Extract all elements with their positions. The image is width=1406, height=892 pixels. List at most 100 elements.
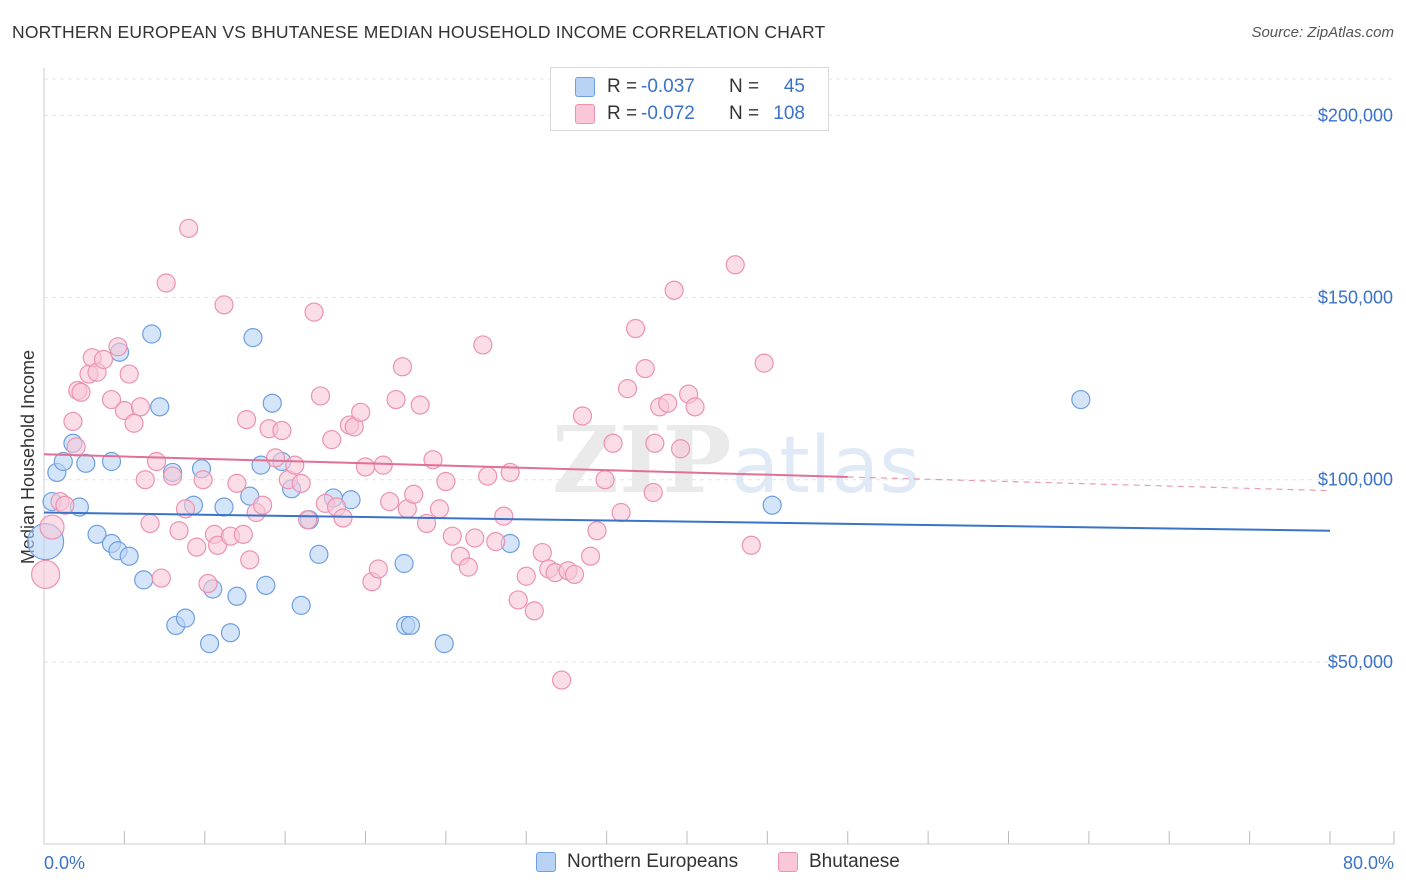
bhutanese-point — [380, 491, 400, 512]
bhutanese-point — [685, 397, 705, 417]
bhutanese-point — [253, 495, 273, 515]
bhutanese-point — [386, 389, 406, 410]
bhutanese-point — [500, 462, 520, 483]
bhutanese-point — [71, 382, 91, 402]
bhutanese-point — [163, 466, 183, 486]
northern-europeans-point — [214, 497, 234, 517]
bhutanese-point — [611, 502, 631, 523]
bhutanese-point — [465, 528, 485, 548]
northern-europeans-point — [227, 586, 247, 606]
bhutanese-point — [31, 559, 61, 590]
bhutanese-point — [135, 470, 155, 490]
bhutanese-point — [351, 402, 371, 422]
x-tick-label: 0.0% — [44, 853, 85, 873]
bhutanese-point — [322, 430, 342, 450]
bhutanese-point — [108, 337, 128, 357]
bhutanese-point — [410, 395, 430, 415]
bhutanese-point — [670, 439, 691, 459]
bhutanese-point — [368, 559, 388, 579]
legend-r-label: R = — [607, 103, 638, 124]
y-tick-label: $200,000 — [1318, 105, 1393, 125]
bhutanese-point — [392, 357, 413, 377]
bhutanese-point — [285, 455, 305, 475]
bhutanese-point — [617, 379, 638, 399]
bhutanese-point — [494, 506, 514, 526]
bhutanese-point — [93, 349, 114, 370]
bottom-legend-bhutanese: Bhutanese — [778, 851, 900, 873]
northern-europeans-point — [434, 634, 454, 654]
bhutanese-point — [333, 508, 353, 528]
bhutanese-point — [179, 218, 199, 238]
watermark: ZIPatlas — [552, 406, 920, 514]
bhutanese-point — [564, 564, 585, 585]
bhutanese-point — [233, 524, 253, 544]
trend-line — [43, 453, 848, 478]
bhutanese-point — [236, 410, 257, 430]
northern-europeans-point — [220, 623, 241, 643]
bhutanese-point — [587, 521, 607, 541]
legend-n-label: N = — [729, 76, 760, 97]
bhutanese-point — [473, 335, 493, 355]
bhutanese-point — [524, 601, 544, 621]
y-tick-label: $50,000 — [1328, 652, 1393, 672]
bhutanese-point — [458, 557, 478, 577]
bhutanese-point — [227, 473, 247, 493]
bhutanese-point — [240, 550, 260, 570]
bhutanese-point — [664, 280, 684, 300]
bottom-legend-swatch-pink — [778, 852, 798, 872]
bhutanese-point — [355, 457, 376, 477]
northern-europeans-point — [119, 546, 139, 566]
bhutanese-point — [478, 466, 498, 486]
legend-swatch-blue — [575, 77, 595, 97]
northern-europeans-point — [309, 544, 329, 564]
trend-line-extension — [847, 476, 1331, 492]
bhutanese-point — [580, 546, 601, 566]
legend-row-northern-europeans: R = -0.037 N = 45 — [575, 75, 805, 99]
y-tick-label: $150,000 — [1318, 288, 1393, 308]
bhutanese-point — [265, 448, 286, 468]
bhutanese-point — [552, 670, 572, 690]
bhutanese-point — [39, 514, 65, 540]
bhutanese-point — [595, 470, 615, 490]
northern-europeans-point — [134, 570, 154, 590]
bhutanese-point — [175, 499, 196, 519]
bhutanese-point — [516, 566, 536, 586]
bhutanese-point — [298, 510, 318, 530]
bottom-legend-swatch-blue — [536, 852, 556, 872]
bhutanese-point — [156, 273, 176, 293]
chart-title: NORTHERN EUROPEAN VS BHUTANESE MEDIAN HO… — [12, 22, 826, 42]
y-tick-label: $100,000 — [1318, 470, 1393, 490]
trend-line — [43, 511, 1331, 532]
legend-r-value: -0.037 — [641, 76, 695, 97]
bhutanese-point — [193, 470, 213, 490]
bhutanese-point — [119, 364, 139, 384]
bhutanese-point — [658, 393, 678, 413]
bhutanese-point — [635, 359, 655, 379]
bhutanese-point — [373, 455, 393, 475]
legend-row-bhutanese: R = -0.072 N = 108 — [575, 102, 805, 126]
bhutanese-point — [151, 568, 171, 588]
bhutanese-point — [146, 451, 167, 472]
bhutanese-point — [198, 573, 218, 594]
northern-europeans-point — [262, 393, 282, 413]
bottom-legend-label: Northern Europeans — [567, 851, 739, 872]
northern-europeans-point — [243, 328, 263, 348]
northern-europeans-point — [87, 524, 107, 544]
bhutanese-point — [214, 295, 234, 315]
bhutanese-point — [272, 420, 292, 441]
legend-swatch-pink — [575, 104, 595, 124]
bhutanese-point — [187, 537, 207, 557]
bhutanese-point — [486, 532, 506, 552]
northern-europeans-point — [1071, 389, 1091, 410]
bhutanese-point — [741, 535, 761, 555]
northern-europeans-point — [762, 495, 782, 515]
bhutanese-point — [63, 411, 83, 432]
northern-europeans-point — [142, 324, 162, 344]
northern-europeans-point — [291, 595, 311, 615]
bhutanese-point — [532, 542, 552, 563]
northern-europeans-point — [199, 634, 220, 654]
bhutanese-point — [130, 397, 151, 417]
bhutanese-point — [140, 513, 160, 534]
legend-n-value: 108 — [773, 103, 805, 124]
